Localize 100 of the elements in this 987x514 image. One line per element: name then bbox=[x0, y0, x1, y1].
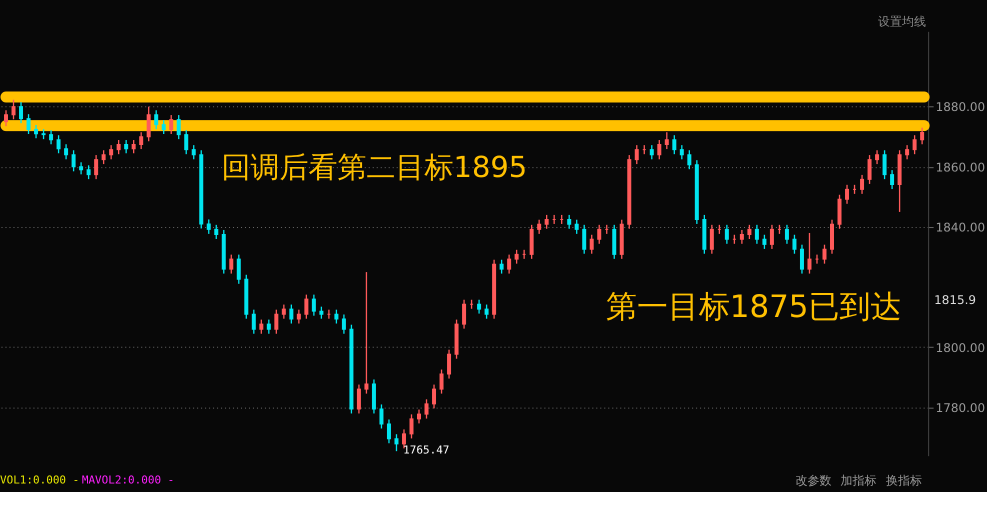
candlestick bbox=[72, 150, 76, 172]
candlestick bbox=[868, 154, 872, 185]
candlestick bbox=[176, 114, 181, 140]
candlestick bbox=[784, 224, 789, 244]
candlestick bbox=[4, 110, 8, 127]
candlestick bbox=[259, 318, 264, 334]
candlestick bbox=[162, 120, 166, 135]
candlestick bbox=[184, 129, 188, 155]
candlestick bbox=[146, 106, 151, 142]
candlestick bbox=[537, 219, 542, 235]
candlestick bbox=[252, 309, 256, 334]
candlestick bbox=[42, 128, 46, 140]
candlestick bbox=[304, 294, 308, 320]
candlestick bbox=[206, 218, 211, 235]
candlestick bbox=[124, 139, 128, 154]
candlestick bbox=[379, 404, 384, 430]
candlestick bbox=[740, 229, 744, 244]
candlestick bbox=[102, 150, 106, 165]
candlestick bbox=[109, 144, 114, 160]
candlestick bbox=[447, 349, 452, 380]
text: 换指标 bbox=[886, 474, 922, 488]
candlestick bbox=[94, 154, 98, 180]
candlestick bbox=[845, 184, 850, 204]
candlestick bbox=[890, 169, 894, 190]
candlestick bbox=[590, 234, 594, 254]
candlestick bbox=[289, 304, 294, 324]
candlestick bbox=[432, 384, 436, 409]
candlestick bbox=[597, 224, 602, 244]
candlestick bbox=[424, 398, 429, 420]
candlestick bbox=[882, 150, 887, 180]
candlestick bbox=[132, 139, 136, 154]
candlestick bbox=[26, 114, 31, 135]
candlestick bbox=[229, 254, 234, 274]
candlestick bbox=[192, 144, 196, 160]
candlestick bbox=[567, 214, 572, 230]
annotation: 1765.47 bbox=[403, 444, 450, 457]
candlestick bbox=[582, 224, 586, 254]
candlestick bbox=[920, 127, 924, 145]
annotation: 回调后看第二目标1895 bbox=[222, 150, 528, 184]
candlestick bbox=[49, 129, 54, 145]
candlestick bbox=[19, 101, 24, 124]
text: 加指标 bbox=[840, 474, 876, 488]
candlestick bbox=[754, 224, 759, 244]
candlestick bbox=[394, 434, 398, 452]
candlestick bbox=[544, 214, 549, 230]
candlestick bbox=[514, 249, 519, 264]
candlestick bbox=[710, 224, 714, 254]
text: 1815.9 bbox=[934, 292, 976, 307]
candlestick bbox=[875, 150, 880, 165]
y-tick-label: 1860.00 bbox=[936, 160, 986, 174]
y-tick-label: 1780.00 bbox=[936, 400, 986, 415]
candlestick bbox=[440, 368, 444, 394]
candlestick bbox=[56, 134, 61, 154]
candlestick bbox=[386, 418, 391, 444]
candlestick bbox=[687, 150, 692, 170]
y-tick-label: 1840.00 bbox=[936, 220, 986, 234]
candlestick bbox=[507, 254, 512, 274]
candlestick bbox=[236, 254, 241, 284]
candlestick bbox=[86, 164, 91, 180]
candlestick bbox=[574, 219, 579, 235]
candlestick bbox=[12, 99, 16, 120]
candlestick bbox=[417, 408, 421, 424]
candlestick bbox=[912, 134, 917, 155]
candlestick bbox=[822, 244, 826, 264]
candlestick bbox=[664, 132, 669, 150]
candlestick bbox=[860, 174, 864, 195]
candlestick bbox=[266, 318, 271, 334]
candlestick bbox=[334, 309, 338, 324]
candlestick bbox=[364, 271, 368, 394]
candlestick bbox=[807, 232, 812, 274]
text: 改参数 bbox=[795, 474, 832, 488]
candlestick bbox=[650, 144, 654, 160]
candlestick bbox=[762, 234, 766, 250]
candlestick bbox=[905, 144, 910, 160]
candlestick bbox=[116, 139, 121, 155]
candlestick bbox=[792, 234, 796, 254]
candlestick bbox=[657, 139, 662, 160]
text: 设置均线 bbox=[878, 14, 926, 28]
candlestick bbox=[672, 134, 676, 155]
text: VOL1:0.000 - bbox=[0, 474, 80, 487]
candlestick bbox=[79, 162, 84, 175]
candlestick bbox=[462, 299, 466, 330]
candlestick bbox=[800, 244, 804, 274]
candlestick bbox=[680, 144, 684, 160]
candlestick bbox=[169, 114, 174, 135]
candlestick bbox=[724, 224, 729, 244]
candlestick bbox=[402, 428, 406, 450]
candlestick bbox=[64, 144, 68, 160]
candlestick bbox=[139, 132, 144, 150]
candlestick bbox=[477, 299, 482, 314]
candlestick bbox=[356, 384, 361, 414]
annotation: 第一目标1875已到达 bbox=[606, 288, 902, 325]
candlestick bbox=[214, 224, 218, 240]
candlestick bbox=[747, 224, 752, 240]
candlestick bbox=[282, 304, 286, 320]
y-tick-label: 1800.00 bbox=[936, 340, 986, 355]
y-tick-label: 1880.00 bbox=[936, 100, 986, 114]
candlestick bbox=[274, 309, 278, 334]
candlestick bbox=[319, 306, 324, 320]
candlestick bbox=[500, 259, 504, 274]
